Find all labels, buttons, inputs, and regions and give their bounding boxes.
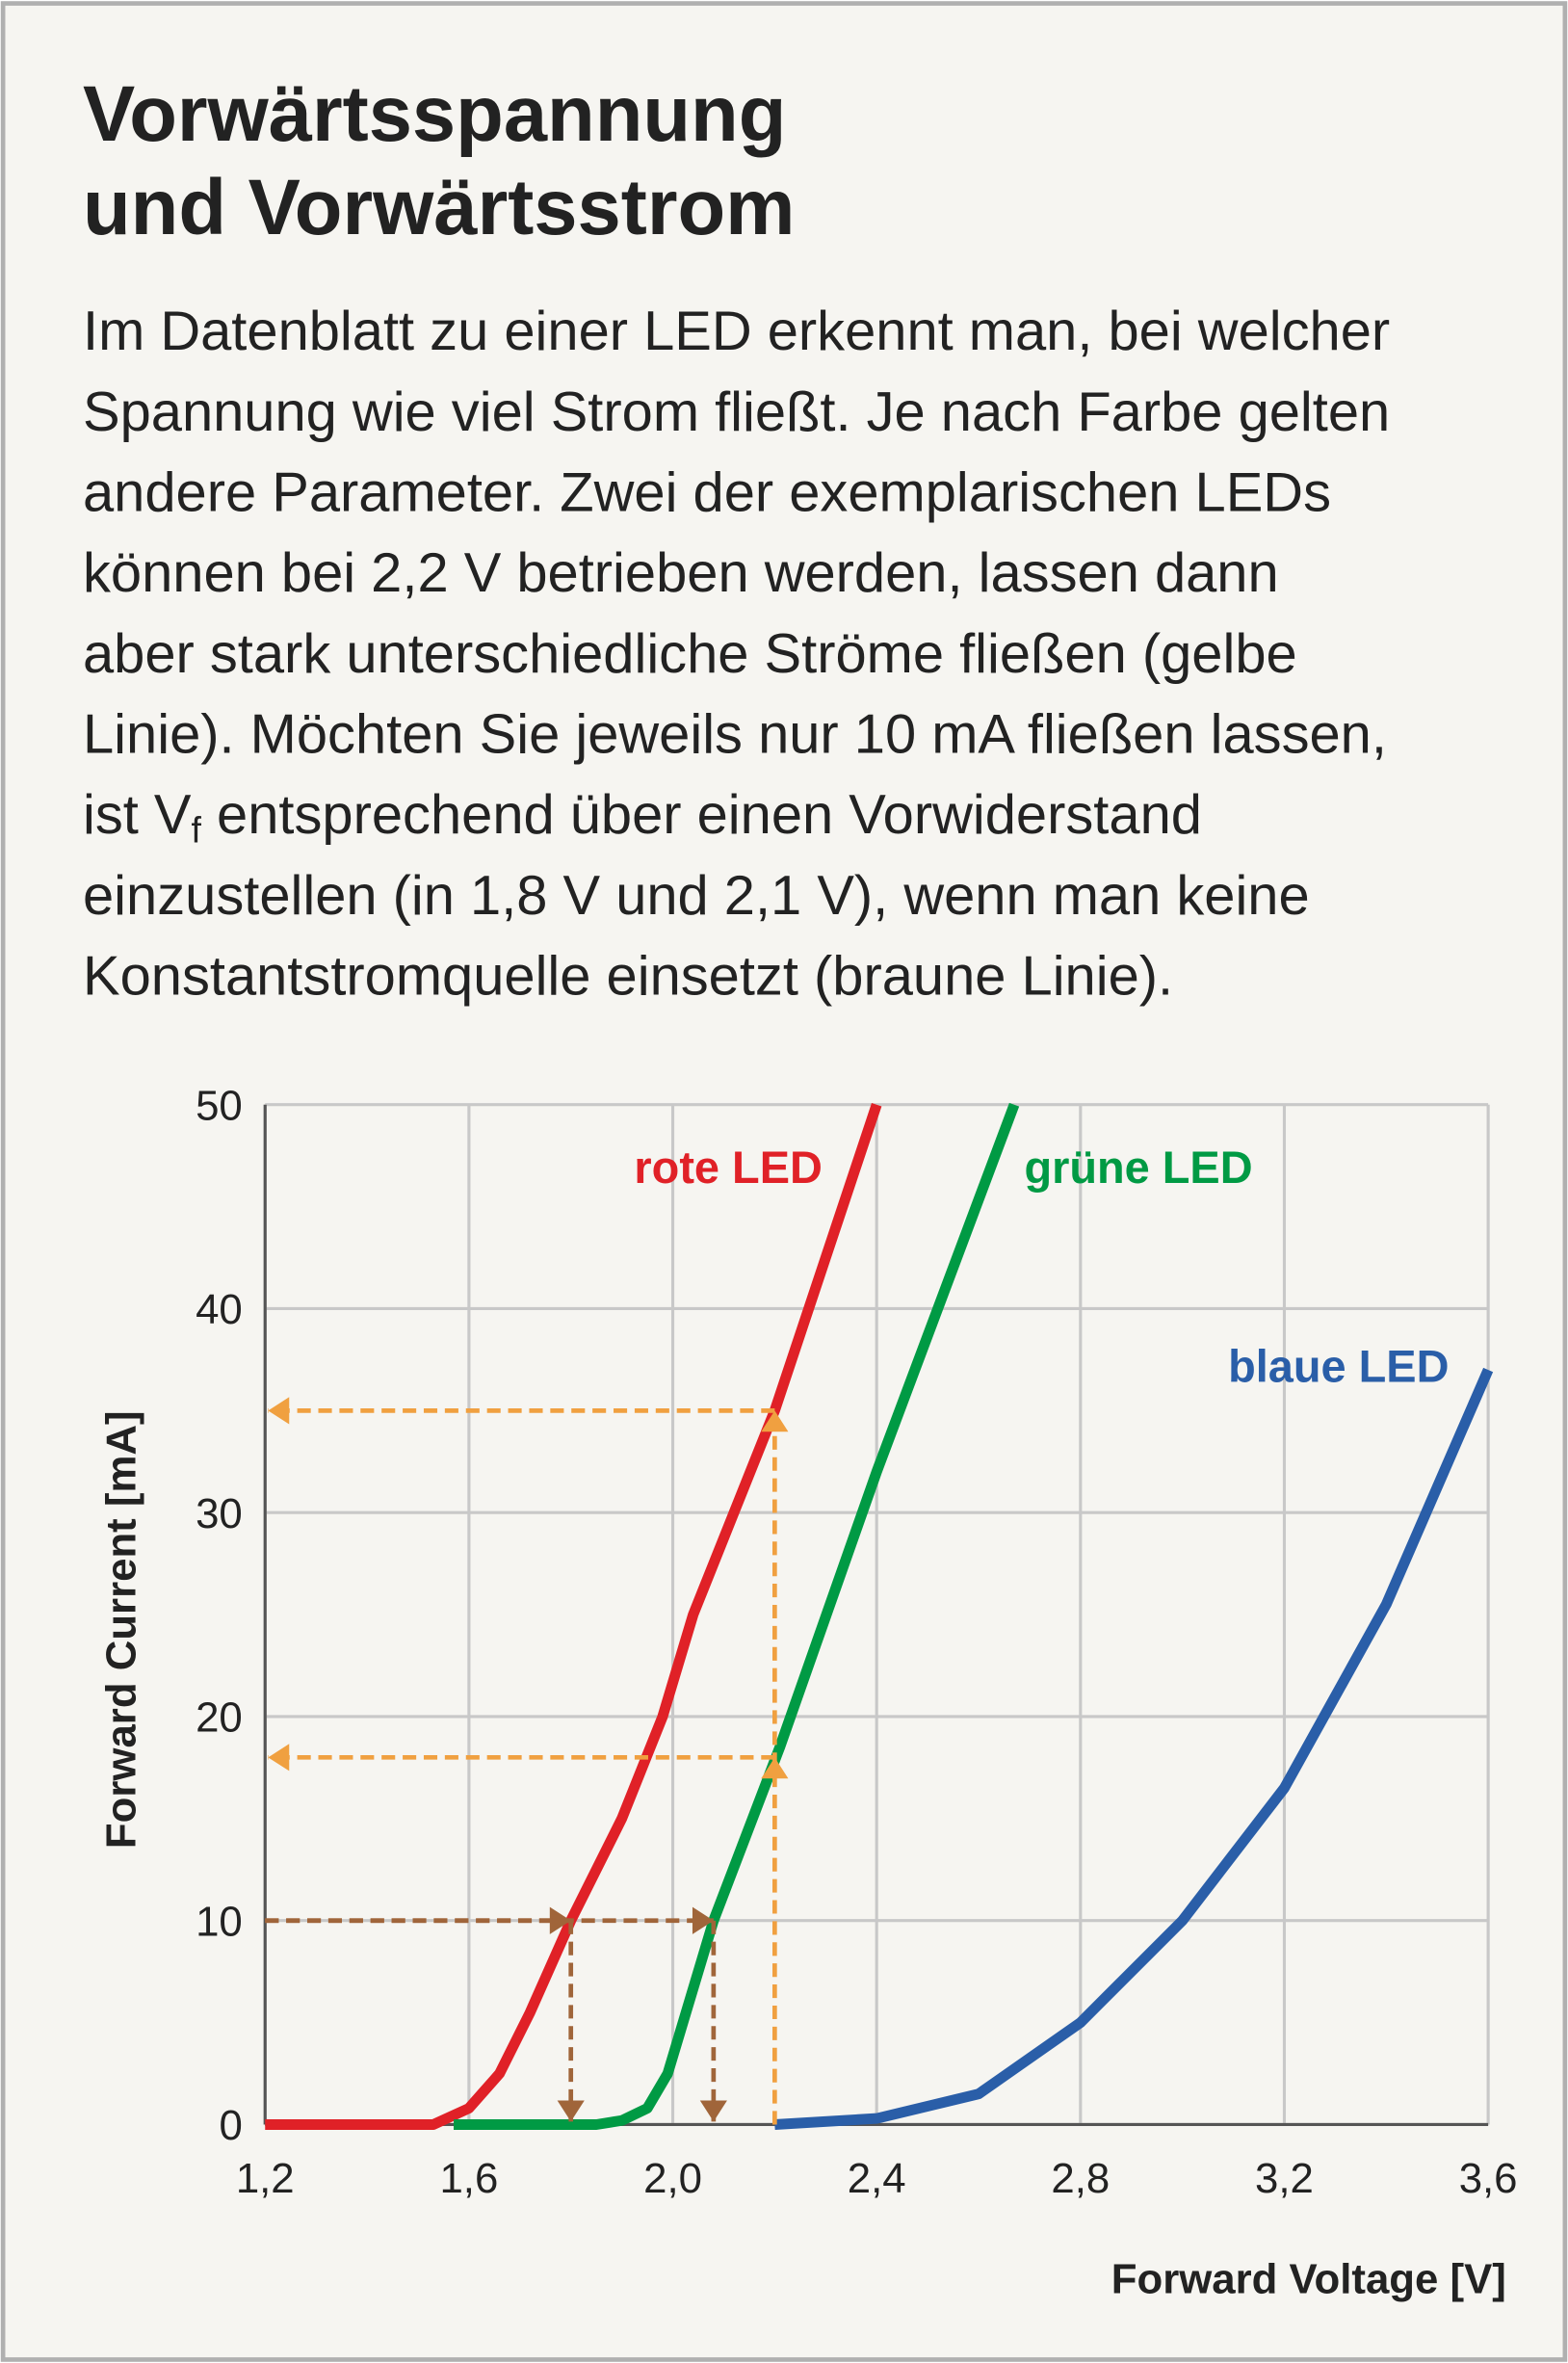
paragraph-line: ist Vf entsprechend über einen Vorwiders… <box>83 784 1202 850</box>
x-tick-label: 2,8 <box>1051 2155 1110 2202</box>
chart: 1,2 1,6 2,0 2,4 2,8 3,2 3,6 0 10 20 30 40 50 Forward … <box>98 1082 1518 2302</box>
y-tick-label: 40 <box>196 1286 243 1333</box>
arrow-head <box>761 1757 789 1779</box>
title: und Vorwärtsstrom <box>83 164 795 251</box>
x-tick-label: 3,6 <box>1459 2155 1518 2202</box>
series-line <box>454 1102 1020 2130</box>
paragraph-line: Spannung wie viel Strom fließt. Je nach … <box>83 381 1390 443</box>
paragraph-line: andere Parameter. Zwei der exemplarische… <box>83 462 1331 524</box>
paragraph-line: Im Datenblatt zu einer LED erkennt man, … <box>83 301 1390 362</box>
series-label: blaue LED <box>1228 1341 1449 1391</box>
paragraph-line: Linie). Möchten Sie jeweils nur 10 mA fl… <box>83 704 1387 766</box>
x-tick-label: 1,6 <box>439 2155 498 2202</box>
series-line <box>774 1367 1494 2130</box>
x-axis-label: Forward Voltage [V] <box>1111 2256 1506 2303</box>
text-part: f <box>192 810 202 851</box>
arrow-head <box>699 2100 727 2122</box>
arrow-head <box>268 1744 290 1772</box>
arrow-head <box>692 1906 714 1934</box>
x-tick-label: 3,2 <box>1255 2155 1314 2202</box>
x-tick-label: 1,2 <box>236 2155 295 2202</box>
text-part: entsprechend über einen Vorwiderstand <box>201 784 1202 846</box>
title: Vorwärtsspannung <box>83 70 786 158</box>
paragraph-line: können bei 2,2 V betrieben werden, lasse… <box>83 542 1279 604</box>
text-part: ist V <box>83 784 192 846</box>
y-tick-label: 0 <box>219 2102 242 2149</box>
series-line <box>265 1103 882 2130</box>
series-label: grüne LED <box>1024 1142 1252 1193</box>
y-tick-label: 30 <box>196 1490 243 1537</box>
y-tick-label: 20 <box>196 1694 243 1742</box>
x-tick-label: 2,0 <box>643 2155 702 2202</box>
series-label: rote LED <box>634 1142 822 1193</box>
arrow-head <box>557 2100 585 2122</box>
y-axis-label: Forward Current [mA] <box>98 1410 145 1849</box>
y-tick-label: 10 <box>196 1898 243 1945</box>
paragraph-line: Konstantstromquelle einsetzt (braune Lin… <box>83 946 1173 1008</box>
paragraph-line: aber stark unterschiedliche Ströme fließ… <box>83 623 1297 685</box>
arrow-head <box>268 1397 290 1425</box>
x-tick-label: 2,4 <box>848 2155 906 2202</box>
y-tick-label: 50 <box>196 1082 243 1129</box>
paragraph-line: einzustellen (in 1,8 V und 2,1 V), wenn … <box>83 865 1310 927</box>
